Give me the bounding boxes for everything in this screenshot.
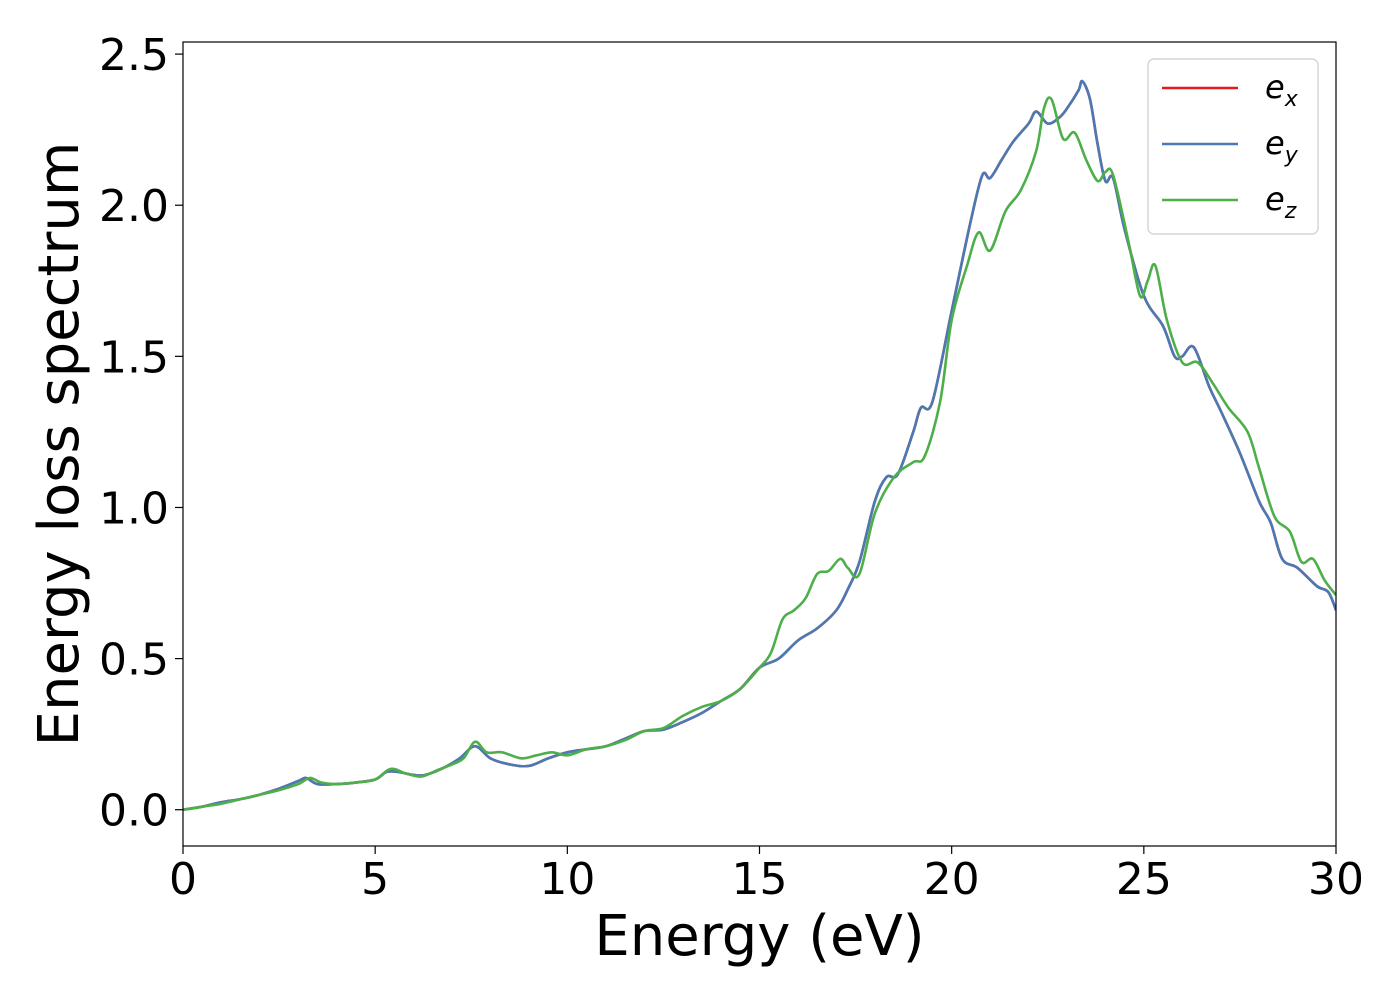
x-tick-label: 30 bbox=[1308, 854, 1364, 905]
x-tick-label: 0 bbox=[169, 854, 197, 905]
series-line-z bbox=[183, 96, 1336, 812]
y-tick-label: 0.0 bbox=[99, 786, 169, 837]
x-tick-label: 20 bbox=[924, 854, 980, 905]
legend-box bbox=[1147, 58, 1319, 235]
x-tick-label: 5 bbox=[361, 854, 389, 905]
legend-label: ey bbox=[1265, 124, 1299, 168]
y-tick-label: 1.0 bbox=[99, 483, 169, 534]
series-line-y bbox=[183, 79, 1336, 812]
legend-entry-z: ez bbox=[1162, 180, 1297, 224]
x-tick-label: 10 bbox=[539, 854, 595, 905]
legend-entry-y: ey bbox=[1162, 124, 1299, 168]
legend-label: ez bbox=[1265, 180, 1297, 224]
series-layer bbox=[183, 79, 1336, 812]
y-tick-label: 1.5 bbox=[99, 332, 169, 383]
y-tick-label: 2.5 bbox=[99, 30, 169, 81]
legend-label: ex bbox=[1265, 68, 1299, 112]
x-axis-label: Energy (eV) bbox=[594, 904, 924, 969]
x-tick-label: 15 bbox=[732, 854, 788, 905]
x-tick-label: 25 bbox=[1116, 854, 1172, 905]
y-axis-label: Energy loss spectrum bbox=[27, 142, 92, 747]
legend-entry-x: ex bbox=[1162, 68, 1299, 112]
x-axis: 0 5 10 15 20 25 30 bbox=[169, 846, 1364, 905]
y-tick-label: 0.5 bbox=[99, 635, 169, 686]
y-tick-label: 2.0 bbox=[99, 181, 169, 232]
legend: ex ey ez bbox=[1147, 58, 1319, 235]
y-axis: 0.0 0.5 1.0 1.5 2.0 2.5 bbox=[99, 30, 183, 837]
